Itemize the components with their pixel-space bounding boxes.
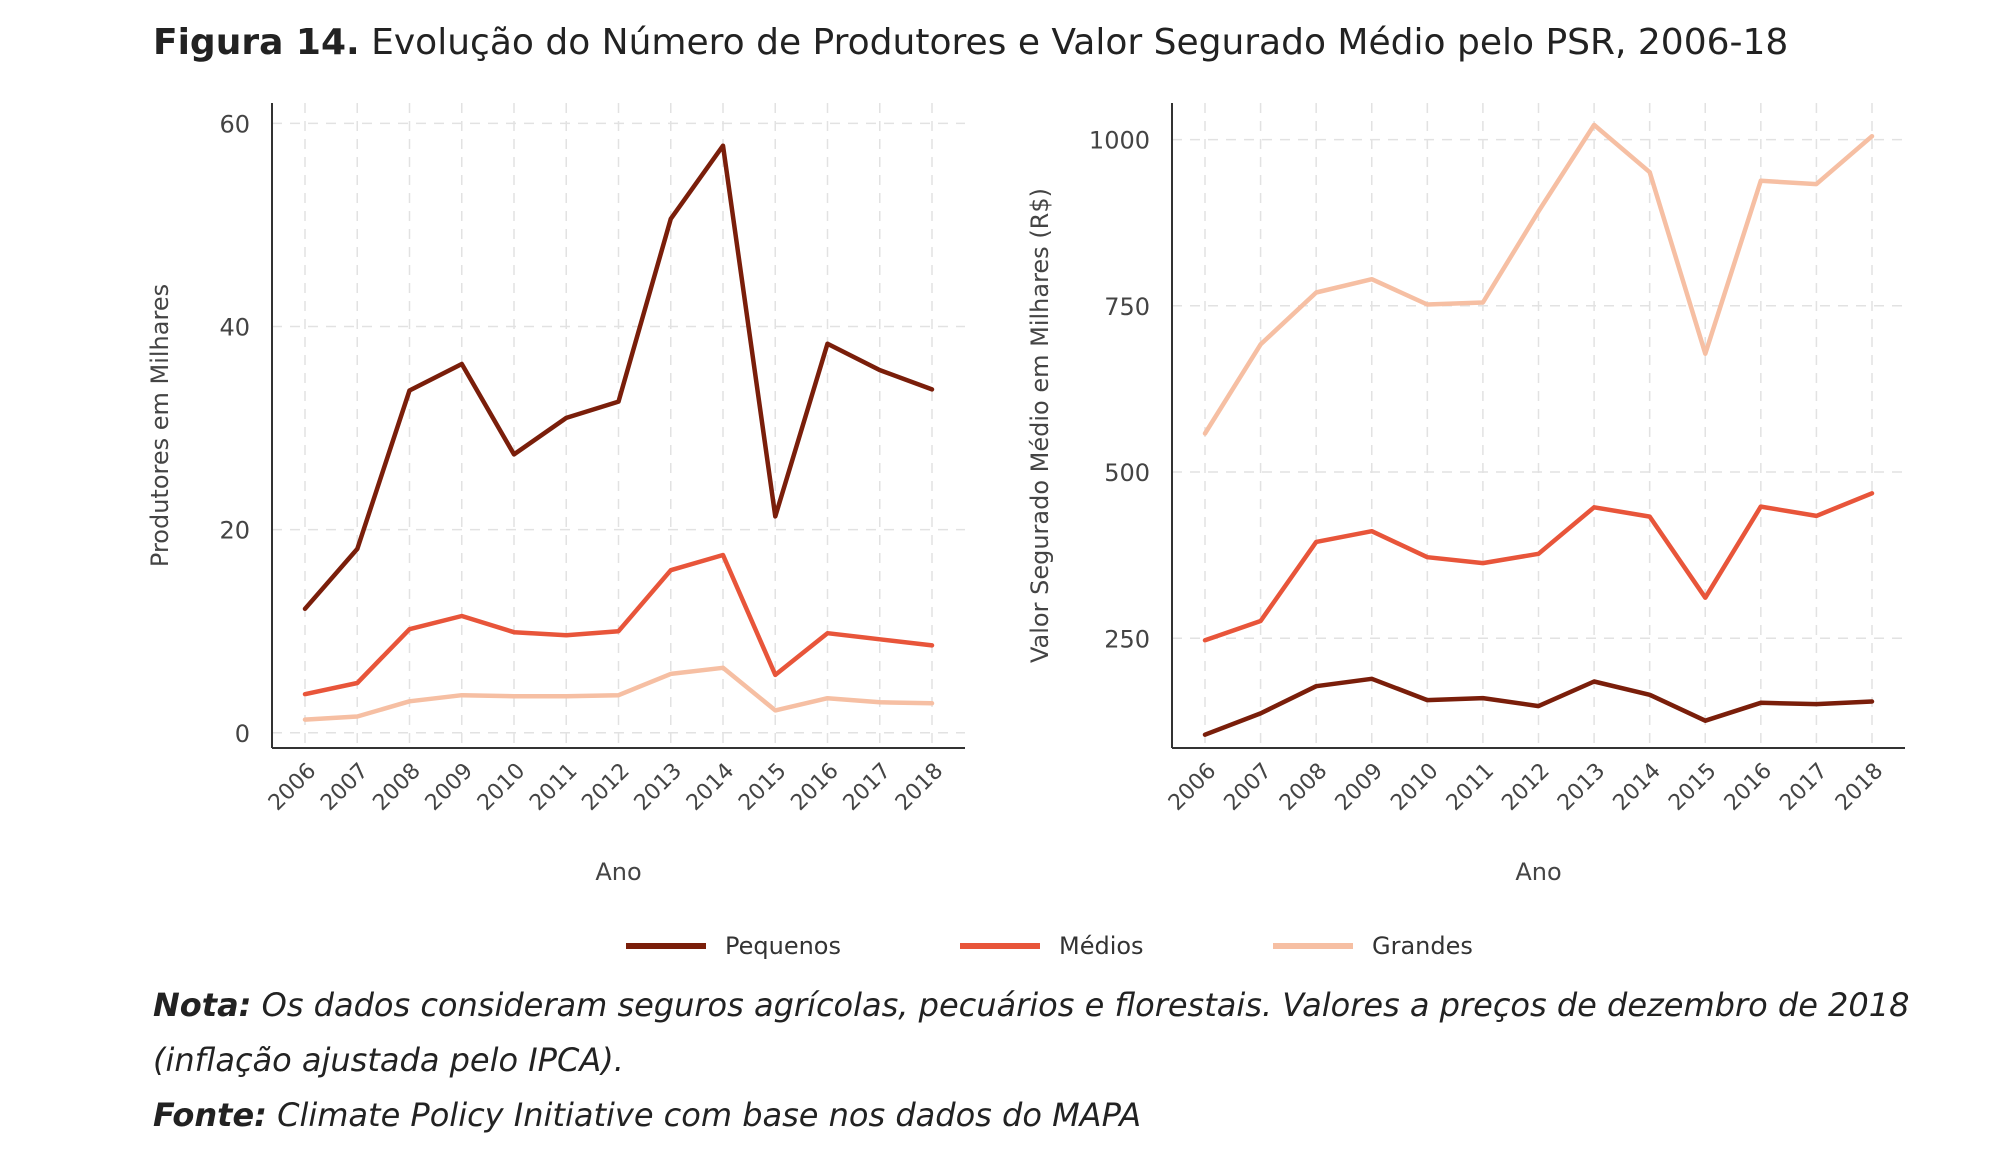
- x-tick-label: 2010: [1386, 759, 1443, 816]
- figure-number: Figura 14.: [153, 22, 360, 63]
- y-axis-label: Valor Segurado Médio em Milhares (R$): [1026, 188, 1054, 663]
- x-tick-label: 2007: [1220, 759, 1277, 816]
- figure-title-text: Evolução do Número de Produtores e Valor…: [359, 22, 1789, 63]
- x-tick-label: 2009: [421, 759, 478, 816]
- legend-label: Grandes: [1372, 932, 1473, 960]
- x-tick-label: 2014: [1609, 759, 1666, 816]
- y-tick-label: 40: [219, 313, 250, 341]
- x-tick-label: 2012: [577, 759, 634, 816]
- legend-label: Pequenos: [725, 932, 841, 960]
- x-tick-label: 2013: [630, 759, 687, 816]
- x-tick-label: 2015: [1664, 759, 1721, 816]
- x-tick-label: 2009: [1331, 759, 1388, 816]
- y-tick-label: 20: [219, 517, 250, 545]
- fonte-text: Climate Policy Initiative com base nos d…: [266, 1096, 1142, 1134]
- chart-valor-segurado: 2505007501000200620072008200920102011201…: [1026, 103, 1905, 886]
- fonte-label: Fonte:: [153, 1096, 267, 1134]
- source-line: Fonte: Climate Policy Initiative com bas…: [153, 1088, 1909, 1143]
- series-line-grandes: [302, 665, 935, 722]
- legend-label: Médios: [1059, 932, 1144, 960]
- x-tick-label: 2008: [368, 759, 425, 816]
- x-tick-label: 2016: [1720, 759, 1777, 816]
- figure-title: Figura 14. Evolução do Número de Produto…: [153, 22, 1788, 63]
- x-tick-label: 2011: [525, 759, 582, 816]
- charts-canvas: 0204060200620072008200920102011201220132…: [146, 103, 1905, 960]
- y-axis-label: Produtores em Milhares: [146, 284, 174, 567]
- series-line-médios: [1202, 491, 1875, 643]
- x-tick-label: 2015: [734, 759, 791, 816]
- x-tick-label: 2010: [473, 759, 530, 816]
- series-line-grandes: [1202, 122, 1875, 436]
- x-tick-label: 2018: [1831, 759, 1888, 816]
- x-axis-label: Ano: [595, 858, 641, 886]
- y-tick-label: 1000: [1089, 127, 1150, 155]
- x-tick-label: 2013: [1553, 759, 1610, 816]
- y-tick-label: 60: [219, 110, 250, 138]
- y-tick-label: 500: [1104, 459, 1150, 487]
- legend: Pequenos Médios Grandes: [626, 932, 1473, 960]
- x-tick-label: 2016: [786, 759, 843, 816]
- nota-label: Nota:: [153, 986, 252, 1024]
- x-tick-label: 2017: [1775, 759, 1832, 816]
- x-tick-label: 2008: [1275, 759, 1332, 816]
- x-axis-label: Ano: [1515, 858, 1561, 886]
- notes: Nota: Os dados consideram seguros agríco…: [153, 978, 1909, 1143]
- note-line-2: (inflação ajustada pelo IPCA).: [153, 1041, 624, 1079]
- x-tick-label: 2012: [1497, 759, 1554, 816]
- chart-produtores: 0204060200620072008200920102011201220132…: [146, 103, 965, 886]
- x-tick-label: 2011: [1442, 759, 1499, 816]
- nota-text: Os dados consideram seguros agrícolas, p…: [251, 986, 1910, 1024]
- y-tick-label: 0: [235, 720, 250, 748]
- x-tick-label: 2017: [839, 759, 896, 816]
- x-tick-label: 2018: [891, 759, 948, 816]
- y-tick-label: 250: [1104, 625, 1150, 653]
- note-line: Nota: Os dados consideram seguros agríco…: [153, 978, 1909, 1033]
- x-tick-label: 2006: [1164, 759, 1221, 816]
- x-tick-label: 2006: [264, 759, 321, 816]
- y-tick-label: 750: [1104, 293, 1150, 321]
- x-tick-label: 2014: [682, 759, 739, 816]
- x-tick-label: 2007: [316, 759, 373, 816]
